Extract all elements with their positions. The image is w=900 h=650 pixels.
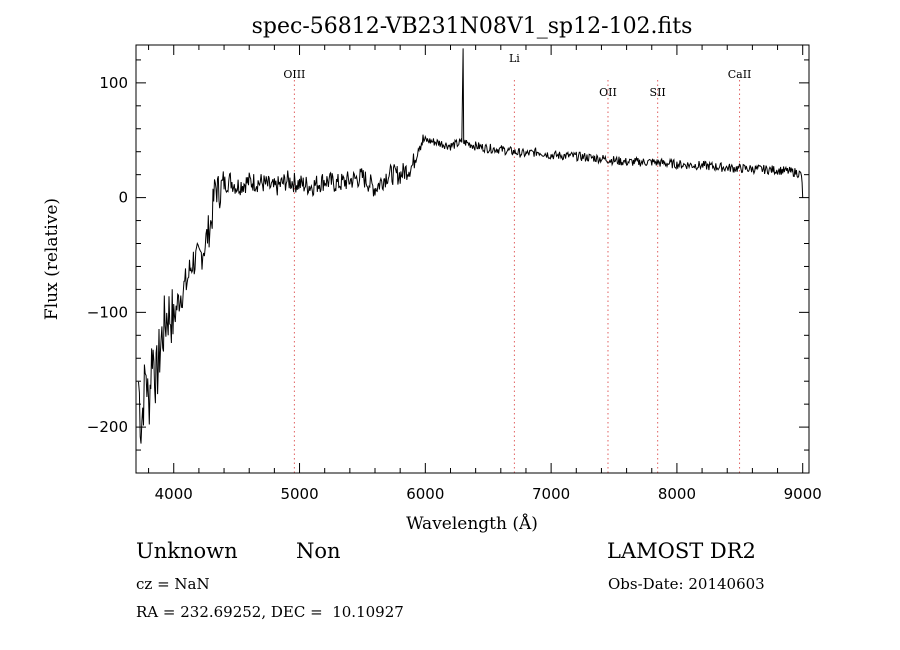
x-tick-label: 6000	[406, 485, 444, 503]
redshift-cz: cz = NaN	[136, 575, 210, 593]
y-tick-label: −100	[87, 303, 128, 321]
ra-dec-coordinates: RA = 232.69252, DEC = 10.10927	[136, 603, 404, 621]
marker-label-li: Li	[509, 52, 520, 65]
plot-frame	[135, 44, 810, 474]
x-tick-label: 9000	[784, 485, 822, 503]
object-subclass: Non	[296, 539, 341, 563]
emission-line-markers: OIII Li OII SII CaII	[283, 52, 751, 473]
y-axis-label: Flux (relative)	[42, 198, 62, 320]
spectrum-line	[138, 48, 804, 444]
x-tick-label: 5000	[280, 485, 318, 503]
x-axis-label: Wavelength (Å)	[406, 513, 538, 534]
y-tick-label: 0	[118, 189, 128, 207]
chart-title: spec-56812-VB231N08V1_sp12-102.fits	[252, 14, 693, 39]
x-tick-label: 7000	[532, 485, 570, 503]
marker-label-oiii: OIII	[283, 68, 305, 81]
marker-label-caii: CaII	[728, 68, 752, 81]
survey-name: LAMOST DR2	[607, 539, 756, 563]
x-tick-label: 8000	[658, 485, 696, 503]
y-tick-label: −200	[87, 418, 128, 436]
y-tick-label: 100	[99, 74, 128, 92]
object-class: Unknown	[136, 539, 238, 563]
x-tick-label: 4000	[155, 485, 193, 503]
marker-label-sii: SII	[650, 86, 666, 99]
marker-label-oii: OII	[599, 86, 617, 99]
axes-ticks: 4000 5000 6000 7000 8000 9000 −200 −100 0 100	[87, 45, 822, 503]
observation-date: Obs-Date: 20140603	[608, 575, 765, 593]
spectrum-line-group	[138, 48, 804, 444]
spectrum-chart: spec-56812-VB231N08V1_sp12-102.fits OIII…	[42, 14, 822, 534]
